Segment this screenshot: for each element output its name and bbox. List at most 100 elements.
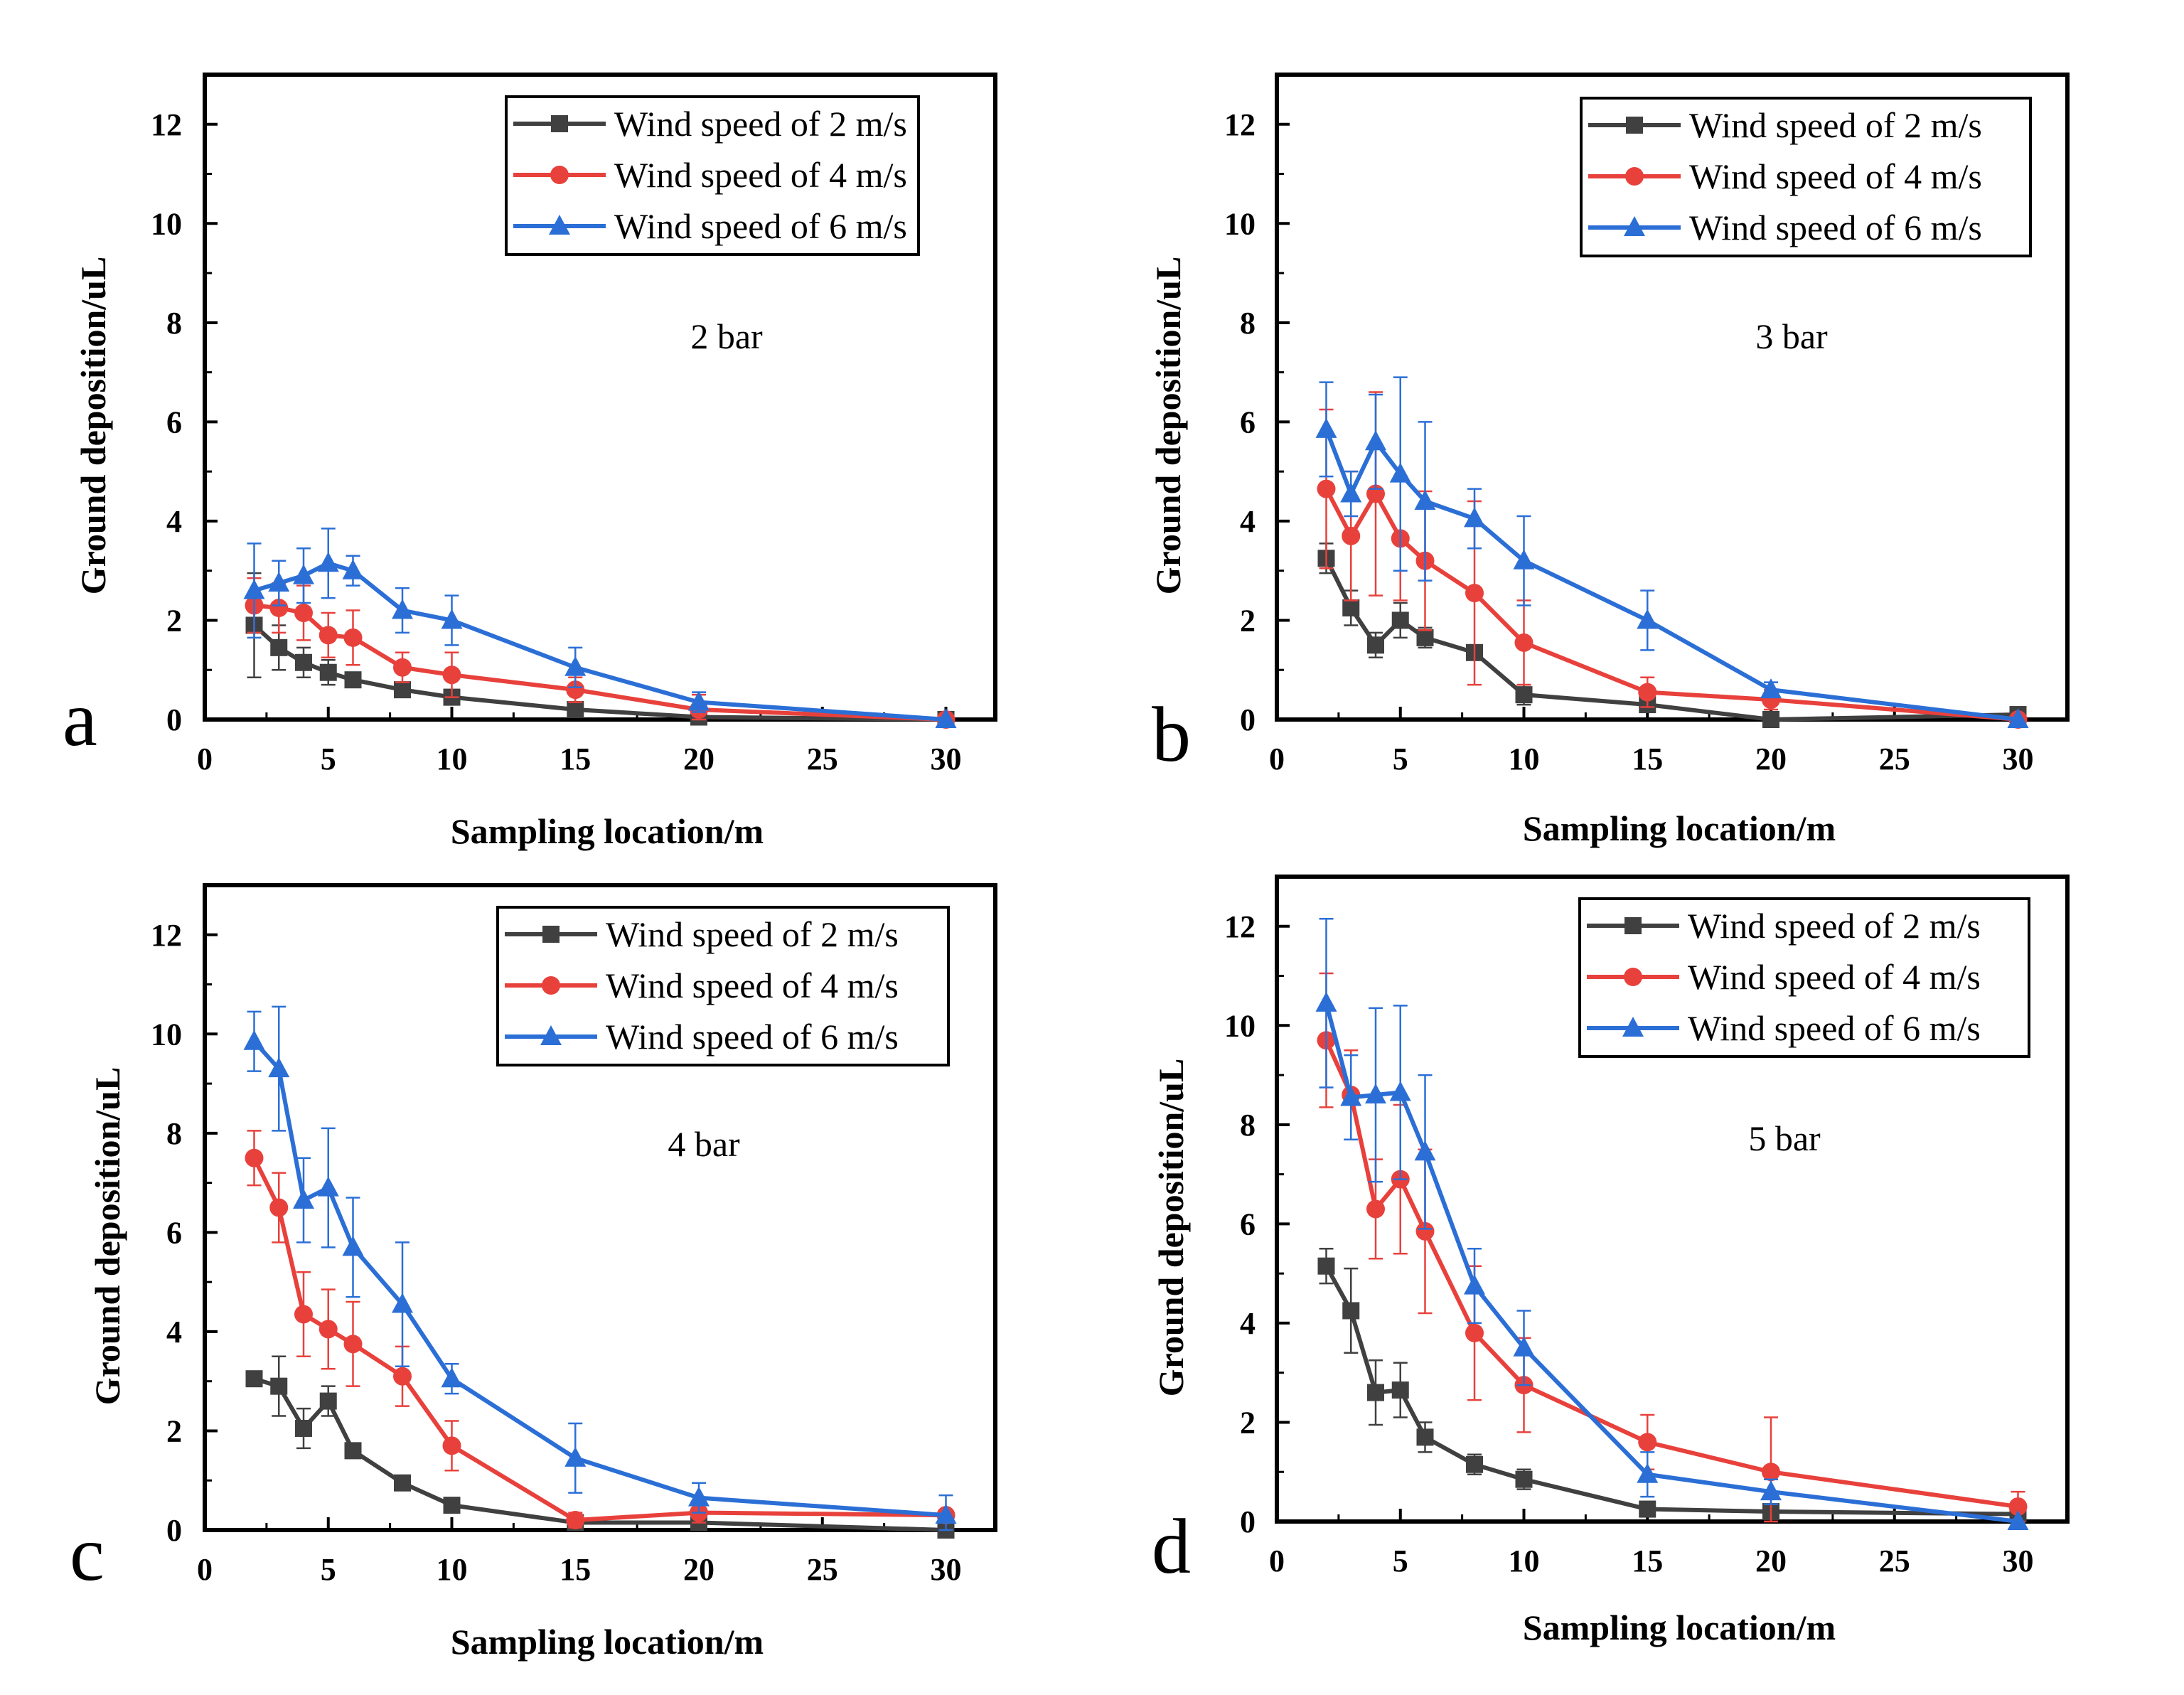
- y-tick-label: 8: [1240, 306, 1256, 341]
- data-point: [393, 1367, 412, 1386]
- data-point: [1340, 482, 1362, 503]
- data-point: [1760, 678, 1782, 699]
- data-point: [245, 1370, 263, 1388]
- data-point: [344, 671, 362, 689]
- y-axis-title: Ground deposition/uL: [1148, 257, 1188, 595]
- y-tick-label: 6: [1240, 405, 1256, 439]
- plot-frame: [1275, 73, 2070, 722]
- y-tick-label: 6: [166, 1215, 182, 1250]
- data-point: [318, 1320, 338, 1339]
- data-point: [319, 1392, 337, 1410]
- data-point: [688, 690, 710, 711]
- data-point: [392, 1293, 413, 1313]
- series-line: [1324, 1002, 2018, 1524]
- x-tick-label: 30: [2003, 742, 2034, 776]
- y-tick-label: 4: [1240, 1306, 1256, 1341]
- data-point: [442, 665, 461, 685]
- series-line: [252, 1157, 946, 1523]
- y-tick-label: 2: [1240, 1405, 1256, 1440]
- data-point: [394, 1474, 411, 1492]
- data-point: [293, 564, 314, 584]
- data-point: [1416, 1428, 1434, 1446]
- series-triangle: [243, 1005, 957, 1531]
- data-point: [564, 656, 587, 676]
- data-point: [564, 1446, 587, 1467]
- data-point: [317, 552, 339, 572]
- series-square: [1317, 1248, 2027, 1523]
- data-point: [1465, 584, 1484, 603]
- data-point: [295, 1419, 312, 1437]
- y-tick-label: 6: [1240, 1207, 1256, 1241]
- x-tick-label: 0: [197, 1552, 213, 1587]
- data-point: [393, 658, 412, 677]
- x-tick-label: 20: [683, 742, 714, 776]
- data-point: [1515, 1470, 1533, 1488]
- data-point: [566, 1511, 585, 1530]
- legend: Wind speed of 2 m/s Wind speed of 4 m/s Wi…: [1578, 897, 2030, 1058]
- legend-entry: Wind speed of 4 m/s: [606, 966, 899, 1005]
- legend-entry: Wind speed of 6 m/s: [1688, 1008, 1981, 1048]
- data-point: [566, 680, 585, 700]
- series-circle: [1317, 391, 2028, 729]
- y-axis-title: Ground deposition/uL: [1151, 1059, 1191, 1397]
- data-point: [1414, 1140, 1436, 1161]
- y-tick-label: 2: [166, 1413, 182, 1448]
- data-point: [268, 572, 290, 592]
- data-point: [243, 579, 265, 599]
- x-tick-label: 25: [1879, 742, 1910, 776]
- legend-swatch-marker: [1626, 117, 1643, 134]
- legend: Wind speed of 2 m/s Wind speed of 4 m/s Wi…: [505, 95, 920, 256]
- data-point: [270, 1377, 288, 1395]
- data-point: [1762, 711, 1779, 728]
- data-point: [1315, 417, 1337, 438]
- series-line: [254, 603, 946, 722]
- legend-entry: Wind speed of 4 m/s: [1688, 957, 1981, 997]
- series-square: [245, 572, 955, 728]
- chart-panel-a: 0 2 4 6 8 10 12 0 5 10 15 20 25 30 Sampling location/m…: [63, 73, 997, 851]
- data-point: [270, 638, 288, 656]
- y-tick-label: 10: [1224, 1008, 1256, 1043]
- x-tick-label: 5: [1393, 1544, 1408, 1578]
- series-line: [252, 624, 946, 722]
- y-tick-label: 4: [166, 504, 182, 539]
- data-point: [935, 1504, 957, 1524]
- data-point: [1639, 1500, 1656, 1518]
- x-axis-title: Sampling location/m: [1523, 1608, 1836, 1647]
- y-tick-label: 6: [166, 405, 182, 439]
- series-line: [1324, 557, 2018, 722]
- data-point: [1367, 636, 1384, 654]
- series-line: [1324, 1039, 2018, 1509]
- y-tick-label: 10: [151, 1017, 182, 1052]
- legend-swatch-marker: [551, 115, 568, 132]
- data-point: [688, 1486, 710, 1507]
- legend-swatch-marker: [540, 1025, 562, 1045]
- data-point: [1465, 1323, 1484, 1342]
- y-tick-label: 4: [1240, 504, 1256, 539]
- legend-swatch-marker: [550, 166, 569, 184]
- data-point: [1513, 1336, 1535, 1357]
- y-tick-label: 2: [1240, 603, 1256, 638]
- data-point: [1366, 1199, 1385, 1219]
- panel-letter: c: [70, 1510, 105, 1597]
- data-point: [1513, 549, 1535, 570]
- data-point: [1340, 1086, 1362, 1106]
- y-axis-title: Ground deposition/uL: [73, 257, 113, 595]
- x-tick-label: 15: [1632, 742, 1663, 776]
- panel-letter: b: [1152, 691, 1191, 778]
- data-point: [2008, 1497, 2028, 1517]
- legend-swatch-marker: [1625, 167, 1644, 186]
- pressure-annotation: 4 bar: [668, 1124, 740, 1164]
- data-point: [441, 1367, 463, 1388]
- data-point: [935, 708, 957, 728]
- data-point: [1367, 1384, 1384, 1401]
- series-line: [1324, 1265, 2018, 1517]
- series-line: [1324, 428, 2018, 722]
- series-line: [1324, 488, 2018, 722]
- y-tick-label: 12: [1224, 107, 1256, 142]
- data-point: [1389, 462, 1411, 483]
- data-point: [1315, 991, 1337, 1012]
- series-circle: [245, 1130, 956, 1530]
- data-point: [1464, 1274, 1485, 1295]
- series-line: [252, 1039, 946, 1518]
- data-point: [343, 1335, 363, 1354]
